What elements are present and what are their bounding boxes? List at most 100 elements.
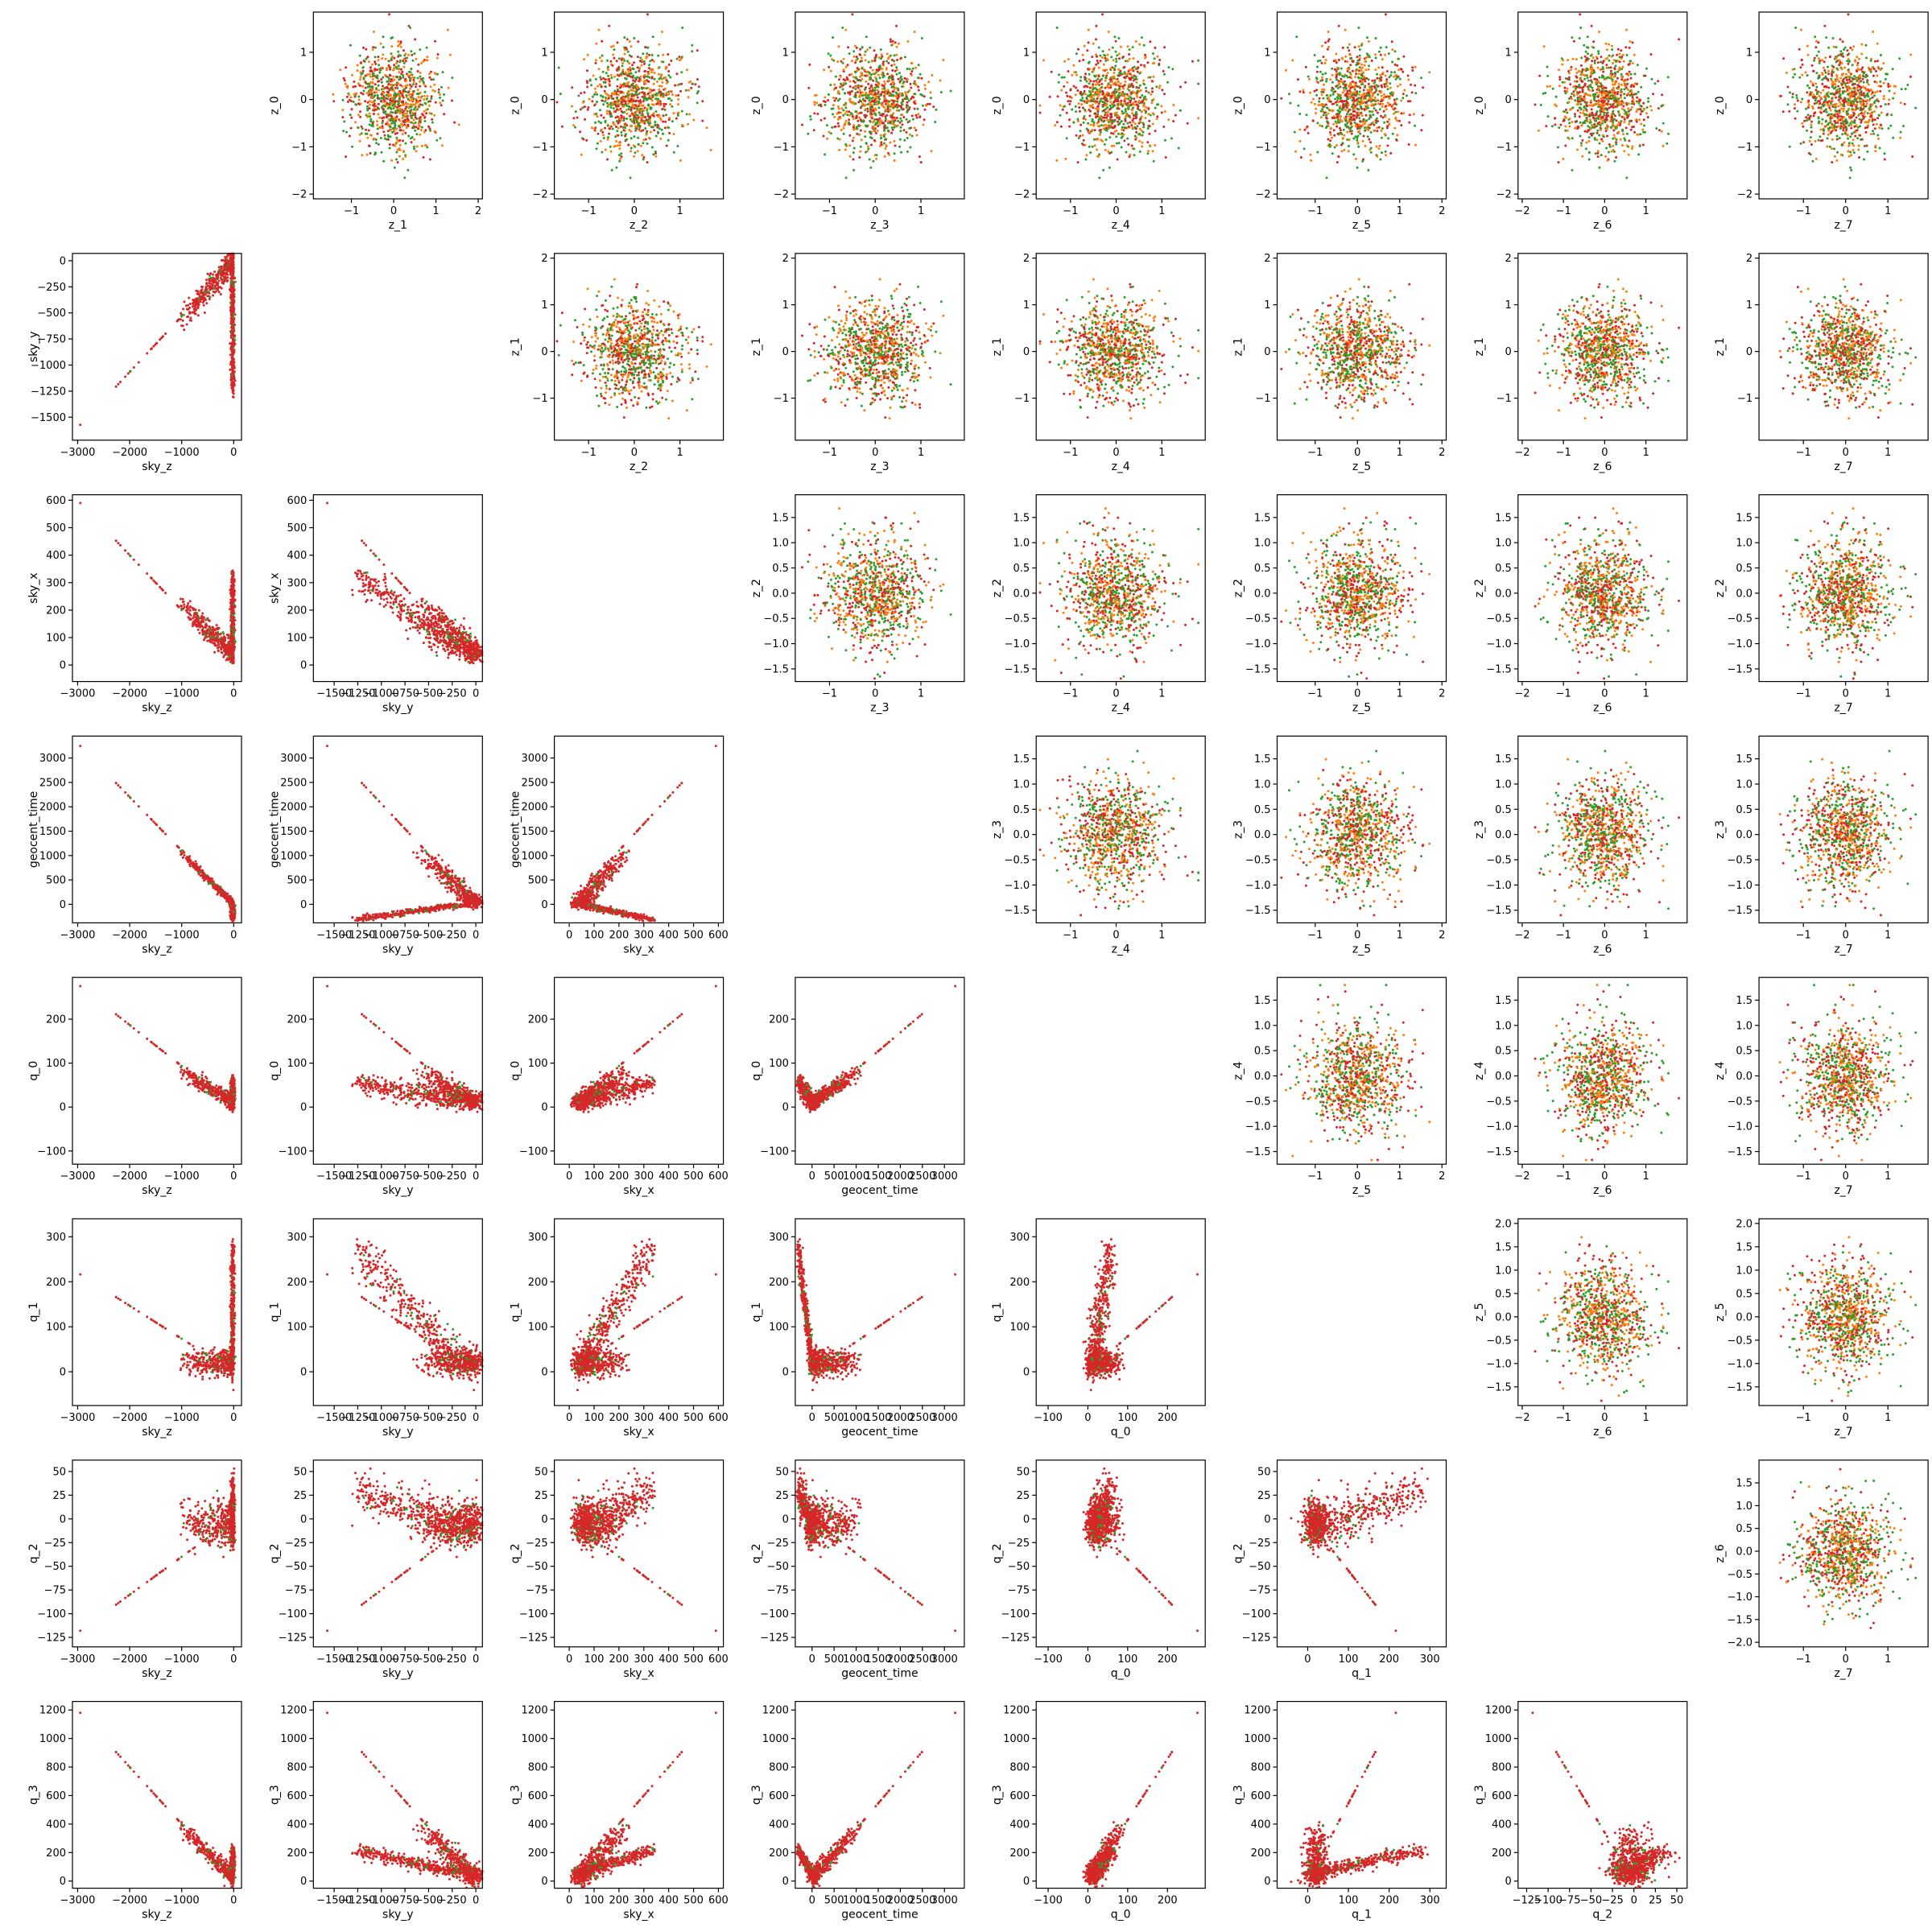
scatter-point (668, 132, 671, 134)
scatter-point (1151, 90, 1154, 93)
scatter-point (667, 93, 670, 96)
scatter-point (403, 176, 406, 179)
scatter-point (416, 77, 419, 80)
scatter-point (839, 138, 841, 141)
scatter-point (624, 77, 626, 80)
scatter-point (402, 158, 404, 160)
scatter-point (610, 126, 613, 128)
scatter-point (1127, 72, 1129, 75)
scatter-point (634, 104, 637, 106)
scatter-point (1118, 92, 1121, 94)
scatter-point (650, 71, 653, 73)
scatter-point (875, 109, 877, 111)
scatter-point (681, 56, 683, 58)
scatter-point (869, 47, 871, 49)
scatter-point (378, 117, 381, 119)
scatter-point (1097, 96, 1100, 98)
scatter-point (664, 76, 667, 79)
scatter-point (690, 87, 692, 89)
scatter-point (619, 144, 621, 147)
scatter-point (373, 31, 375, 33)
scatter-point (886, 67, 888, 69)
scatter-point (850, 73, 852, 76)
scatter-point (586, 80, 588, 82)
scatter-point (608, 78, 610, 80)
scatter-point (888, 154, 890, 156)
scatter-point (614, 110, 617, 113)
scatter-point (575, 110, 577, 113)
scatter-point (901, 114, 903, 116)
scatter-point (899, 118, 902, 120)
scatter-point (1114, 89, 1117, 91)
scatter-point (864, 54, 866, 56)
scatter-point (346, 87, 349, 89)
scatter-point (402, 66, 405, 68)
scatter-point (601, 85, 603, 88)
scatter-point (393, 64, 395, 66)
scatter-point (1080, 103, 1083, 105)
scatter-point (658, 127, 661, 130)
scatter-point (896, 73, 898, 76)
scatter-point (362, 66, 365, 68)
scatter-point (1121, 110, 1123, 113)
scatter-point (381, 106, 383, 109)
scatter-point (415, 109, 417, 112)
scatter-point (1132, 106, 1134, 109)
scatter-point (888, 56, 890, 58)
scatter-point (607, 104, 609, 106)
scatter-point (826, 124, 828, 126)
scatter-point (387, 76, 390, 78)
scatter-point (395, 159, 398, 161)
scatter-point (641, 118, 643, 121)
scatter-point (358, 98, 361, 101)
scatter-point (410, 74, 412, 76)
scatter-point (571, 105, 573, 108)
scatter-point (876, 154, 878, 156)
scatter-point (602, 134, 605, 136)
scatter-point (1068, 118, 1071, 121)
scatter-point (580, 154, 583, 156)
scatter-point (881, 114, 884, 117)
scatter-point (359, 78, 361, 80)
scatter-point (1062, 109, 1064, 111)
scatter-point (887, 130, 890, 132)
scatter-point (884, 155, 886, 158)
scatter-point (642, 52, 644, 55)
scatter-point (411, 97, 413, 100)
scatter-point (620, 92, 622, 94)
scatter-point (1102, 169, 1104, 171)
y-tick-label: 0 (782, 94, 789, 106)
scatter-point (874, 76, 877, 79)
scatter-point (378, 59, 380, 61)
scatter-point (561, 126, 564, 128)
scatter-point (648, 124, 650, 126)
scatter-point (577, 94, 580, 97)
scatter-point (828, 93, 830, 96)
scatter-point (384, 134, 386, 137)
scatter-point (359, 110, 361, 113)
scatter-point (411, 122, 413, 124)
scatter-point (428, 76, 431, 79)
scatter-point (366, 115, 369, 118)
scatter-point (365, 129, 367, 131)
scatter-point (378, 108, 380, 110)
scatter-point (398, 64, 400, 67)
scatter-point (1133, 97, 1135, 100)
scatter-point (854, 45, 857, 47)
scatter-point (404, 80, 407, 83)
x-tick-label: 0 (631, 205, 638, 217)
scatter-point (662, 133, 664, 135)
scatter-point (394, 167, 396, 169)
scatter-point (655, 110, 658, 113)
scatter-point (668, 97, 671, 100)
scatter-point (930, 91, 932, 93)
scatter-point (654, 78, 656, 80)
scatter-point (880, 94, 882, 97)
scatter-point (411, 94, 414, 97)
scatter-point (894, 124, 896, 126)
scatter-point (369, 100, 371, 102)
scatter-point (350, 117, 353, 119)
scatter-point (405, 94, 407, 97)
scatter-point (382, 125, 384, 127)
scatter-point (932, 105, 935, 108)
